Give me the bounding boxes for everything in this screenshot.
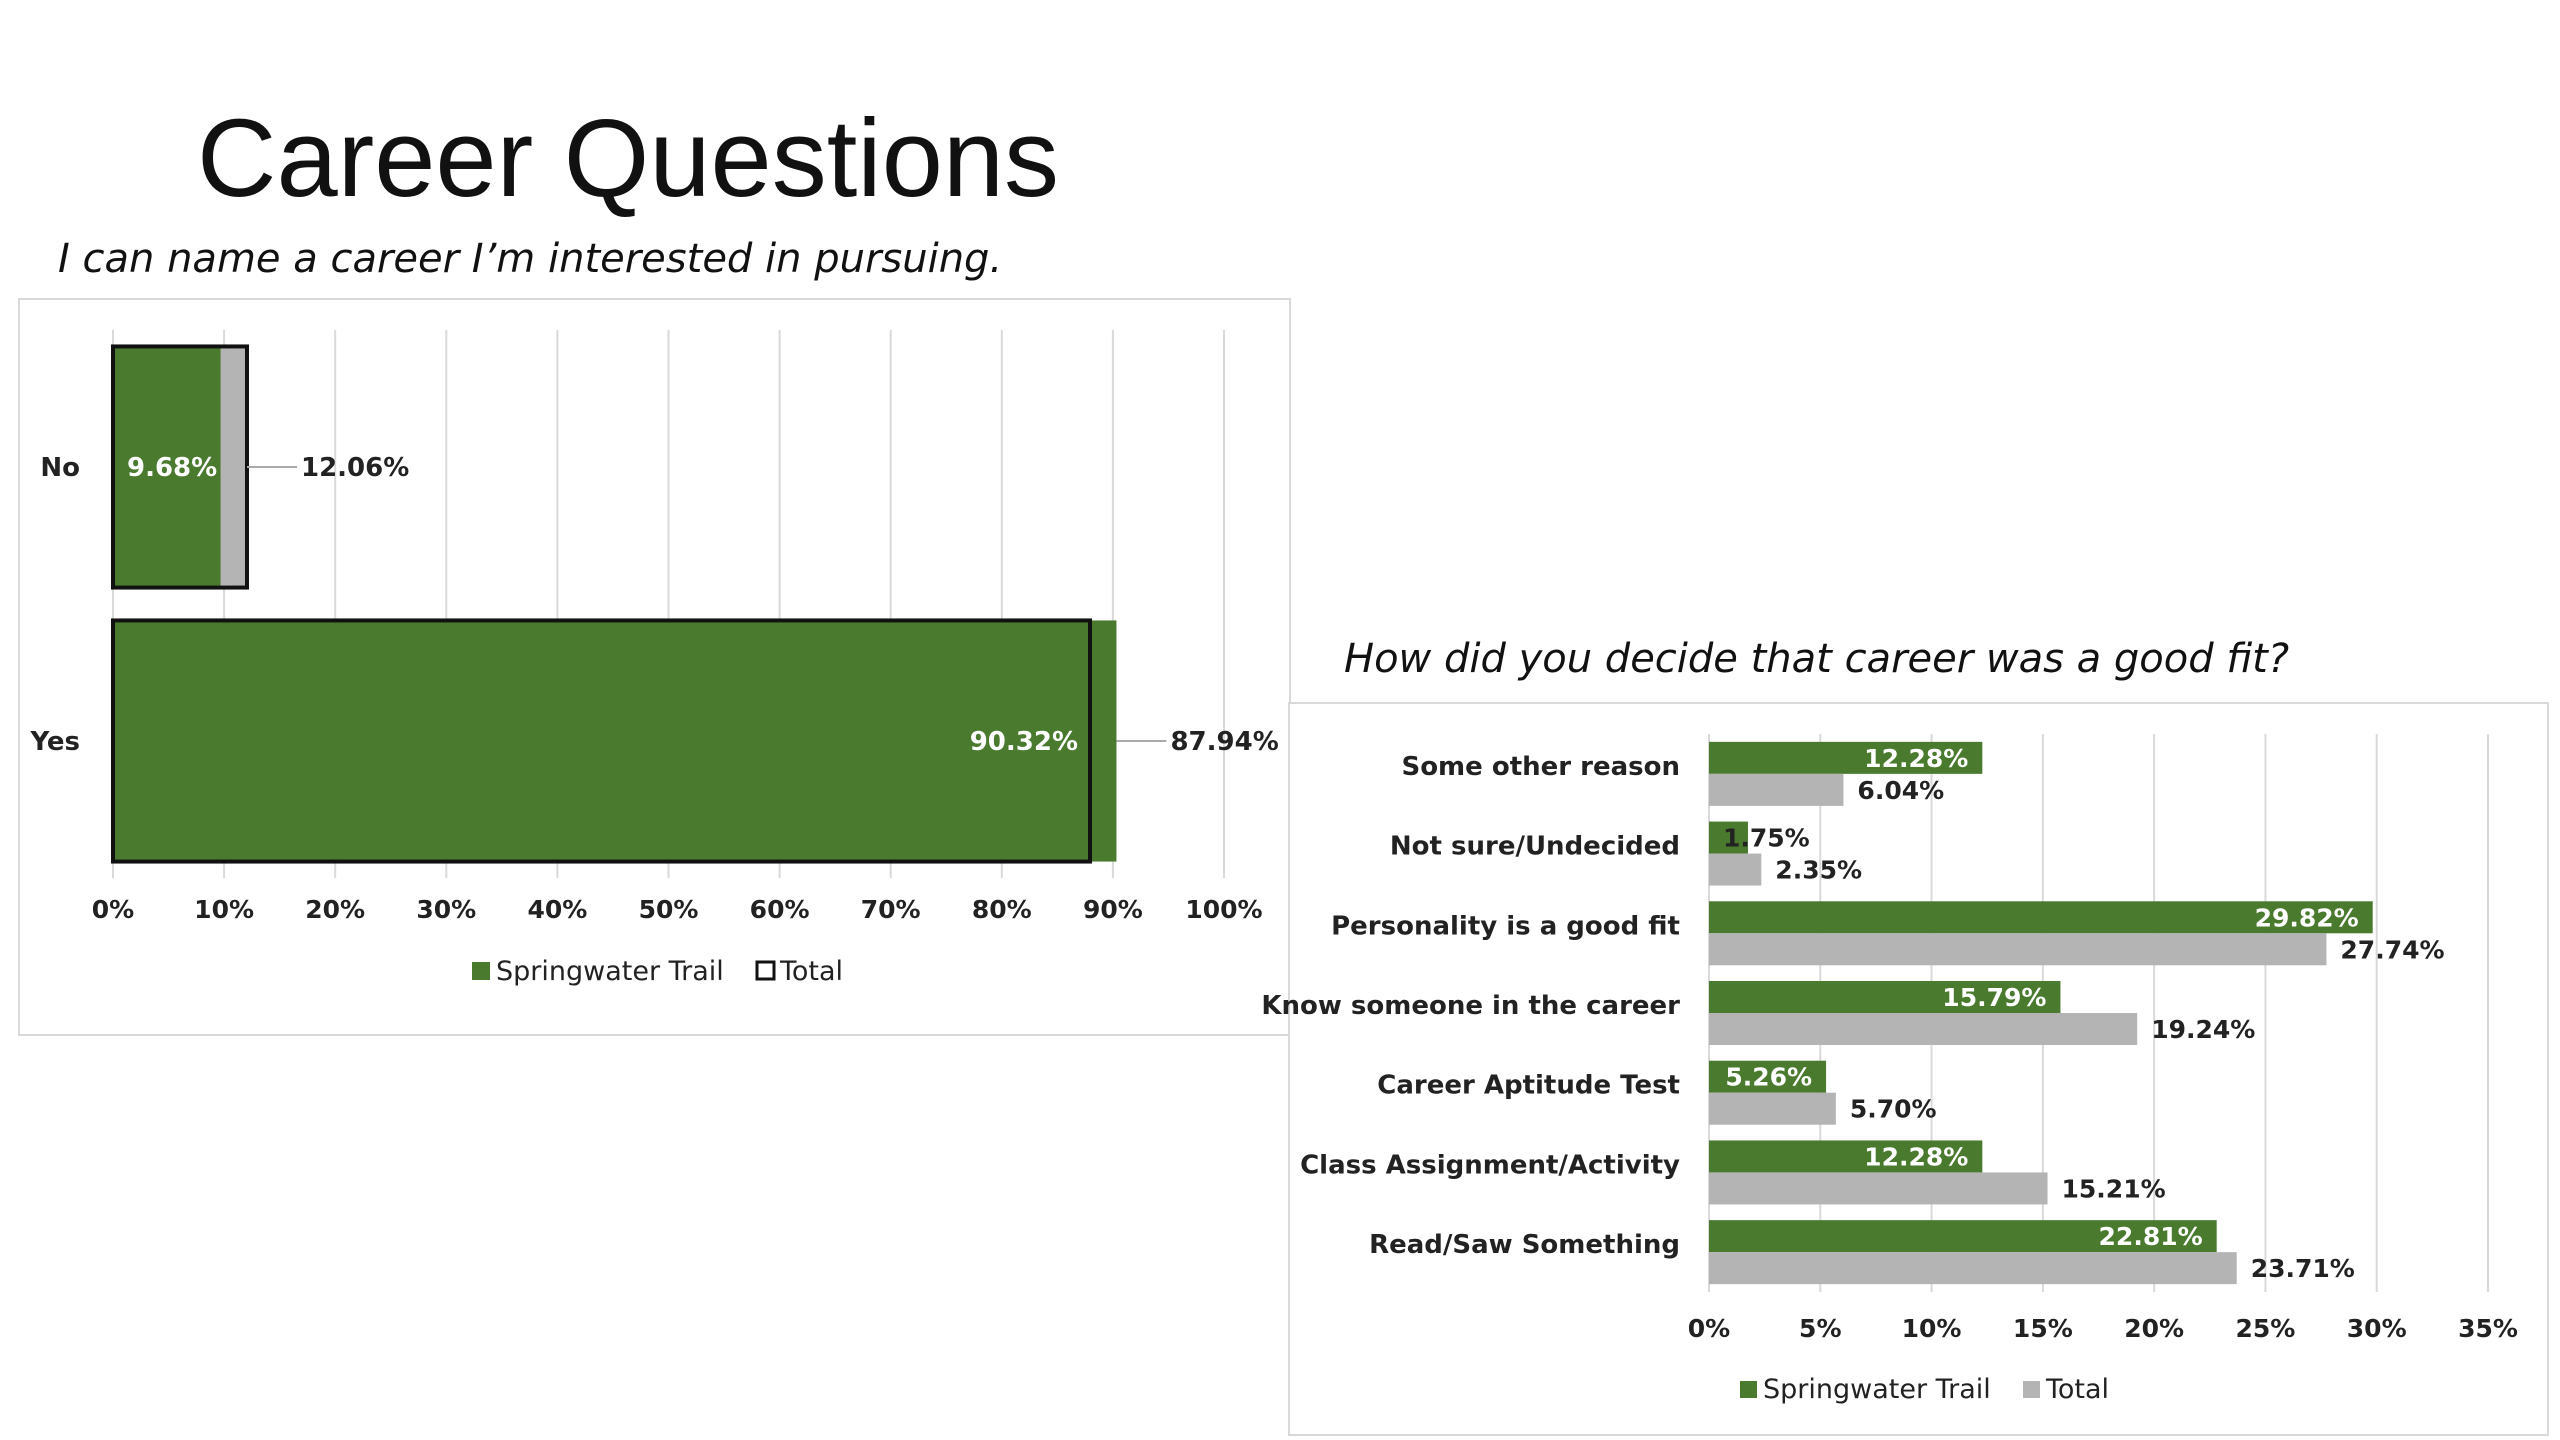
total-data-label: 12.06% bbox=[301, 453, 409, 483]
springwater-data-label: 90.32% bbox=[970, 727, 1078, 757]
total-bar bbox=[1709, 933, 2327, 966]
x-tick-label: 15% bbox=[2013, 1314, 2073, 1343]
springwater-bar bbox=[1709, 821, 1748, 854]
legend-total-label: Total bbox=[779, 956, 843, 987]
springwater-bar bbox=[1709, 981, 2061, 1013]
x-tick-label: 5% bbox=[1799, 1314, 1841, 1343]
x-tick-label: 50% bbox=[639, 895, 699, 924]
category-label: Some other reason bbox=[1401, 752, 1680, 782]
springwater-data-label: 12.28% bbox=[1864, 744, 1968, 773]
springwater-data-label: 5.26% bbox=[1725, 1063, 1812, 1092]
springwater-bar bbox=[1709, 1220, 2217, 1253]
total-data-label: 5.70% bbox=[1850, 1095, 1937, 1124]
x-tick-label: 30% bbox=[2347, 1314, 2407, 1343]
x-tick-label: 20% bbox=[305, 895, 365, 924]
career-fit-chart-svg: 0% 5% 10% 15% 20% 25% 30% 35% Some other reason 1… bbox=[1261, 734, 2518, 1405]
category-label: Personality is a good fit bbox=[1331, 911, 1680, 941]
x-tick-label: 10% bbox=[1902, 1314, 1962, 1343]
total-bar bbox=[1709, 1092, 1836, 1125]
legend-springwater-swatch bbox=[1740, 1381, 1757, 1398]
chart-1-title: I can name a career I’m interested in pu… bbox=[58, 236, 1003, 282]
career-interest-chart-svg: 0% 10% 20% 30% 40% 50% 60% 70% 80% 90% 100% No 9.68%… bbox=[29, 330, 1279, 987]
category-label: Know someone in the career bbox=[1261, 991, 1680, 1021]
total-data-label: 23.71% bbox=[2251, 1254, 2355, 1283]
x-tick-label: 90% bbox=[1083, 895, 1143, 924]
total-data-label: 15.21% bbox=[2062, 1174, 2166, 1203]
legend-springwater-label: Springwater Trail bbox=[496, 956, 724, 987]
x-tick-label: 30% bbox=[416, 895, 476, 924]
x-tick-label: 10% bbox=[194, 895, 254, 924]
total-data-label: 27.74% bbox=[2340, 935, 2444, 964]
legend-total-swatch bbox=[2023, 1381, 2040, 1398]
springwater-bar bbox=[1709, 741, 1983, 774]
chart-2-title: How did you decide that career was a goo… bbox=[1344, 636, 2290, 682]
springwater-bar bbox=[1709, 901, 2373, 934]
total-data-label: 87.94% bbox=[1170, 727, 1278, 757]
x-tick-label: 20% bbox=[2124, 1314, 2184, 1343]
total-bar bbox=[1709, 1252, 2237, 1285]
x-tick-label: 0% bbox=[92, 895, 134, 924]
springwater-bar bbox=[113, 620, 1117, 862]
total-bar bbox=[1709, 1172, 2048, 1205]
category-label: Class Assignment/Activity bbox=[1300, 1150, 1680, 1180]
total-bar bbox=[1709, 773, 1844, 806]
total-bar bbox=[1709, 1013, 2138, 1045]
legend-springwater-swatch bbox=[472, 962, 490, 980]
springwater-data-label: 15.79% bbox=[1942, 983, 2046, 1012]
category-label: Yes bbox=[29, 727, 80, 757]
springwater-data-label: 9.68% bbox=[127, 453, 217, 483]
category-label: Not sure/Undecided bbox=[1390, 832, 1680, 862]
springwater-data-label: 1.75% bbox=[1723, 824, 1810, 853]
x-tick-label: 70% bbox=[861, 895, 921, 924]
legend-total-swatch bbox=[755, 960, 776, 981]
x-tick-label: 80% bbox=[972, 895, 1032, 924]
springwater-data-label: 12.28% bbox=[1864, 1142, 1968, 1171]
category-label: Read/Saw Something bbox=[1369, 1230, 1680, 1260]
category-label: No bbox=[40, 453, 80, 483]
x-tick-label: 0% bbox=[1688, 1314, 1730, 1343]
x-tick-label: 60% bbox=[750, 895, 810, 924]
category-label: Career Aptitude Test bbox=[1377, 1071, 1680, 1101]
springwater-data-label: 22.81% bbox=[2099, 1222, 2203, 1251]
total-data-label: 2.35% bbox=[1775, 856, 1862, 885]
x-tick-label: 25% bbox=[2236, 1314, 2296, 1343]
total-bar bbox=[1709, 853, 1762, 886]
x-tick-label: 40% bbox=[527, 895, 587, 924]
x-tick-label: 100% bbox=[1185, 895, 1262, 924]
x-tick-label: 35% bbox=[2458, 1314, 2518, 1343]
career-fit-chart: 0% 5% 10% 15% 20% 25% 30% 35% Some other reason 1… bbox=[1261, 702, 2549, 1436]
total-data-label: 6.04% bbox=[1857, 776, 1944, 805]
legend-total-label: Total bbox=[2045, 1374, 2109, 1405]
career-interest-chart: 0% 10% 20% 30% 40% 50% 60% 70% 80% 90% 100% No 9.68%… bbox=[18, 298, 1291, 1036]
total-bar-outline bbox=[111, 618, 1093, 864]
total-data-label: 19.24% bbox=[2151, 1015, 2255, 1044]
page-title: Career Questions bbox=[197, 97, 1060, 220]
legend-springwater-label: Springwater Trail bbox=[1763, 1374, 1991, 1405]
springwater-bar bbox=[1709, 1140, 1983, 1173]
springwater-bar bbox=[1709, 1060, 1827, 1093]
springwater-data-label: 29.82% bbox=[2255, 903, 2359, 932]
springwater-bar bbox=[113, 346, 221, 588]
